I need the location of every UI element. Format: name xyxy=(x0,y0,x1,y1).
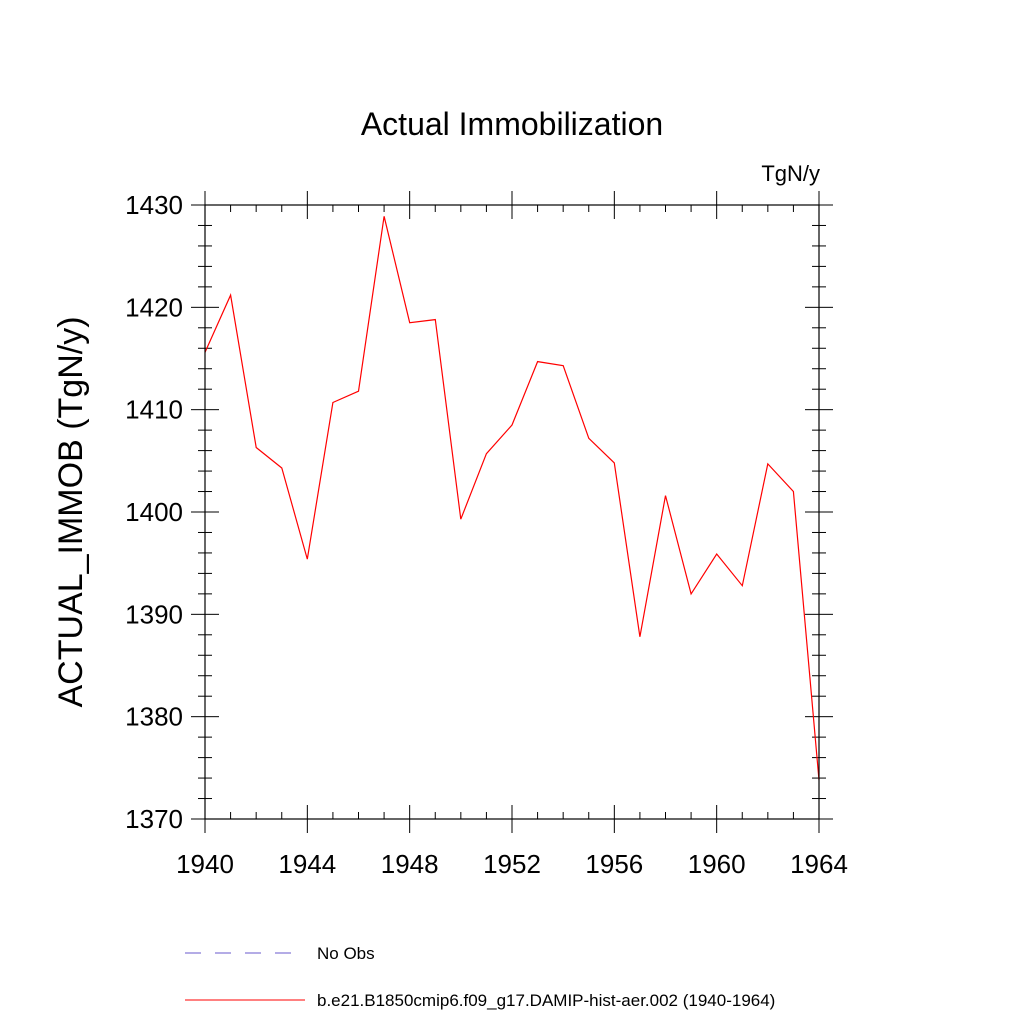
y-axis-label: ACTUAL_IMMOB (TgN/y) xyxy=(52,316,90,707)
y-tick-label: 1380 xyxy=(125,702,183,732)
series-line xyxy=(204,216,820,781)
x-tick-label: 1940 xyxy=(176,849,234,879)
y-tick-label: 1420 xyxy=(125,292,183,322)
units-label: TgN/y xyxy=(761,161,820,186)
y-tick-label: 1400 xyxy=(125,497,183,527)
x-tick-label: 1964 xyxy=(790,849,848,879)
axis-ticks: 1940 1944 1948 1952 1956 1960 1964 1370 1380 1390… xyxy=(125,190,848,879)
legend: No Obs b.e21.B1850cmip6.f09_g17.DAMIP-his… xyxy=(185,944,775,1010)
chart-title: Actual Immobilization xyxy=(361,106,663,142)
x-tick-label: 1944 xyxy=(278,849,336,879)
series-layer xyxy=(204,216,820,781)
plot-frame xyxy=(204,204,820,820)
y-tick-label: 1430 xyxy=(125,190,183,220)
x-tick-label: 1948 xyxy=(381,849,439,879)
legend-label: b.e21.B1850cmip6.f09_g17.DAMIP-hist-aer.… xyxy=(317,991,775,1010)
y-tick-label: 1410 xyxy=(125,395,183,425)
x-tick-label: 1960 xyxy=(688,849,746,879)
y-tick-label: 1370 xyxy=(125,804,183,834)
legend-label: No Obs xyxy=(317,944,375,963)
x-tick-label: 1956 xyxy=(585,849,643,879)
y-tick-label: 1390 xyxy=(125,599,183,629)
x-tick-label: 1952 xyxy=(483,849,541,879)
